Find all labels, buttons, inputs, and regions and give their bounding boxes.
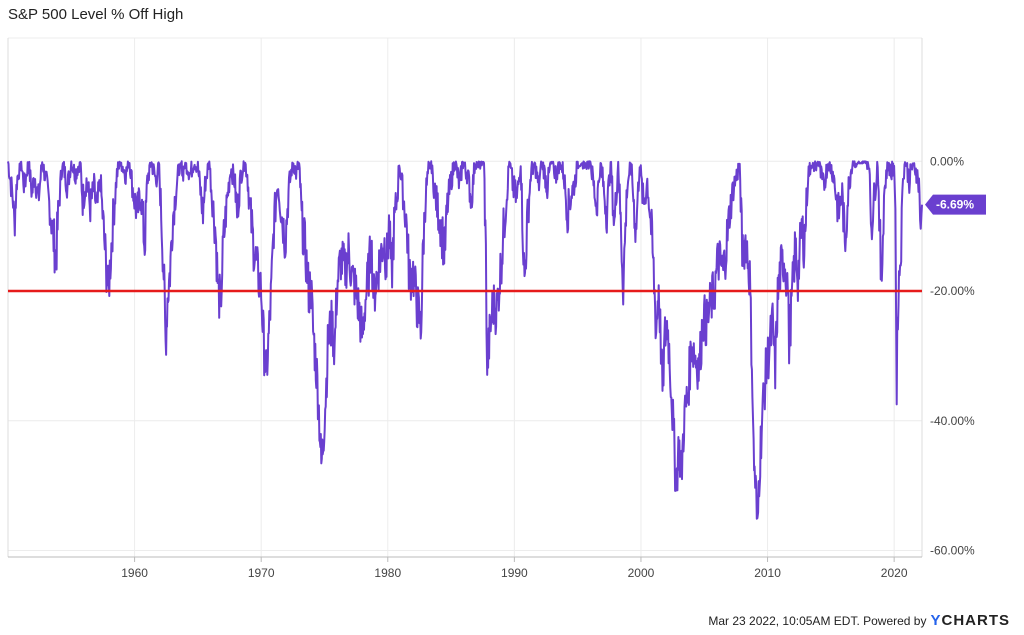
footer: Mar 23 2022, 10:05AM EDT. Powered by YCH… [708,612,1010,629]
footer-timestamp: Mar 23 2022, 10:05AM EDT. Powered by [708,613,927,628]
y-tick-label: -60.00% [930,544,975,558]
y-tick-label: -20.00% [930,284,975,298]
x-tick-label: 2010 [754,566,781,580]
y-tick-label: 0.00% [930,154,964,168]
y-tick-label: -40.00% [930,414,975,428]
logo-text: CHARTS [941,612,1010,629]
last-value-badge: -6.69% [925,194,986,215]
last-value-bg [925,194,986,215]
x-tick-label: 2020 [881,566,908,580]
series-line [7,160,923,520]
last-value-label: -6.69% [936,198,974,212]
ycharts-logo[interactable]: YCHARTS [930,612,1010,629]
x-tick-label: 1980 [374,566,401,580]
x-tick-label: 1990 [501,566,528,580]
chart-title: S&P 500 Level % Off High [8,6,184,23]
x-tick-label: 2000 [628,566,655,580]
series-layer [7,160,923,520]
label-layer: -6.69% [925,194,986,215]
logo-y: Y [930,612,942,629]
axis-layer: 0.00% -20.00% -40.00% -60.00% 1960 1970 1980 19… [7,38,975,580]
x-tick-label: 1960 [121,566,148,580]
grid-layer [8,37,922,557]
x-tick-label: 1970 [248,566,275,580]
